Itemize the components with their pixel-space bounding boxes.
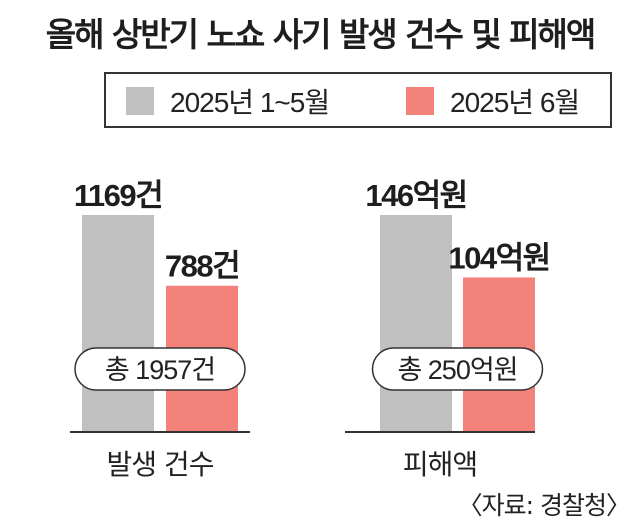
- category-label-1: 발생 건수: [107, 448, 214, 481]
- total-pill-2: [371, 347, 544, 391]
- data-label-2-1: 146억원: [365, 178, 466, 213]
- bar-2-1: [380, 215, 452, 432]
- chart-title: 올해 상반기 노쇼 사기 발생 건수 및 피해액: [45, 15, 597, 54]
- legend-label-series2: 2025년 6월: [450, 87, 580, 118]
- legend: 2025년 1~5월 2025년 6월: [104, 72, 612, 128]
- data-label-2-2: 104억원: [448, 240, 549, 275]
- category-label-2: 피해액: [403, 448, 477, 481]
- data-label-1-1: 1169건: [74, 178, 162, 213]
- total-label-2: 총 250억원: [397, 355, 517, 385]
- bar-1-1: [82, 215, 154, 432]
- total-pill-1: [74, 347, 246, 391]
- source-note: 〈자료: 경찰청〉: [457, 491, 631, 520]
- legend-swatch-series1: [126, 87, 154, 115]
- legend-swatch-series2: [406, 87, 434, 115]
- data-label-1-2: 788건: [165, 249, 239, 284]
- total-label-1: 총 1957건: [105, 355, 215, 385]
- legend-label-series1: 2025년 1~5월: [170, 87, 330, 118]
